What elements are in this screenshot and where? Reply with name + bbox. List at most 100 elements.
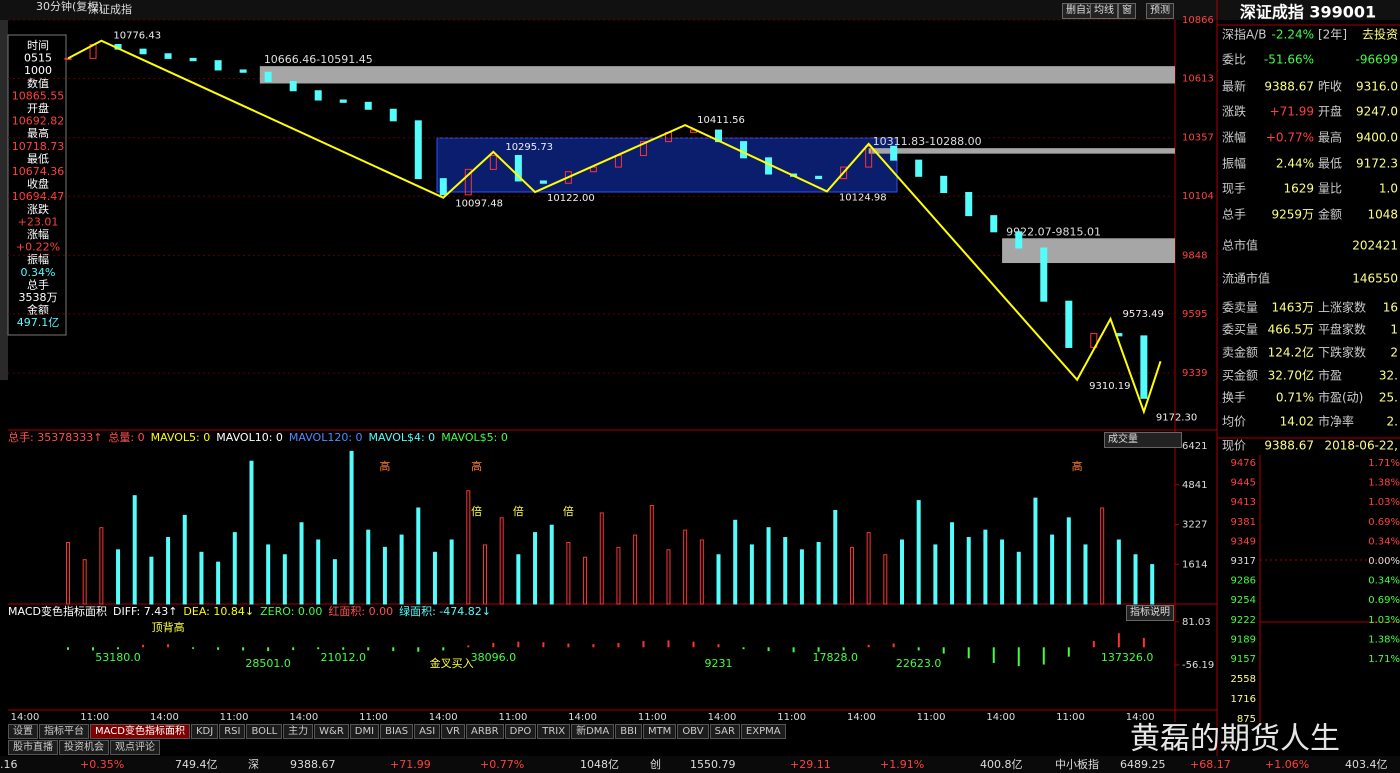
volume-bar <box>116 549 121 605</box>
tab[interactable]: BBI <box>615 724 642 739</box>
y-tick-label: 81.03 <box>1182 617 1211 628</box>
tab[interactable]: MTM <box>642 724 677 739</box>
quote-cell: 总手 <box>1222 208 1246 222</box>
quote-cell: +0.77% <box>1266 131 1314 145</box>
band-label: 10311.83-10288.00 <box>873 135 982 148</box>
index-name: 深证成指 <box>88 2 132 16</box>
tab[interactable]: MACD变色指标面积 <box>90 724 190 739</box>
indicator-select[interactable]: 成交量 <box>1104 432 1182 448</box>
tab[interactable]: TRIX <box>537 724 571 739</box>
volume-bar <box>1083 544 1088 605</box>
help-button[interactable]: 指标说明 <box>1126 605 1174 621</box>
candle <box>1040 247 1048 302</box>
macd-bar <box>792 647 795 653</box>
x-tick-label: 14:00 <box>429 712 458 723</box>
toolbar-button[interactable]: 预测 <box>1146 3 1174 19</box>
pivot-label: 10124.98 <box>839 192 887 203</box>
tab[interactable]: VR <box>441 724 466 739</box>
macd-bar <box>592 644 595 648</box>
pivot-label: 9172.30 <box>1156 413 1197 424</box>
tab[interactable]: 主力 <box>283 724 314 739</box>
mini-price: 9254 <box>1231 595 1256 606</box>
volume-bar <box>216 561 221 605</box>
y-tick-label: 9595 <box>1182 309 1207 320</box>
macd-bar <box>1092 641 1095 648</box>
status-item: 9388.67 <box>290 758 336 771</box>
volume-bar <box>766 527 771 605</box>
tab[interactable]: DPO <box>504 724 537 739</box>
info-line: 时间 <box>27 39 49 52</box>
quote-cell: 2. <box>1387 415 1398 429</box>
volume-bar <box>149 556 154 605</box>
info-line: 最高 <box>27 126 49 140</box>
status-item: +71.99 <box>390 758 431 771</box>
tab[interactable]: OBV <box>677 724 709 739</box>
tab[interactable]: DMI <box>349 724 380 739</box>
mini-pct: 1.38% <box>1368 478 1400 489</box>
tab[interactable]: 设置 <box>8 724 38 739</box>
x-tick-label: 14:00 <box>150 712 179 723</box>
volume-bar <box>1050 534 1055 605</box>
mini-pct: 1.71% <box>1368 654 1400 665</box>
tab[interactable]: 投资机会 <box>59 740 109 755</box>
quote-cell: 下跌家数 <box>1318 345 1366 360</box>
tab[interactable]: BOLL <box>246 724 283 739</box>
tab[interactable]: SAR <box>709 724 740 739</box>
x-tick-label: 14:00 <box>568 712 597 723</box>
toolbar-button[interactable]: 均线 <box>1090 3 1118 19</box>
info-line: 数值 <box>27 77 49 90</box>
volume-bar <box>66 541 70 605</box>
quote-cell: -96699 <box>1355 53 1398 67</box>
volume-bar <box>533 532 538 605</box>
volume-bar <box>132 495 137 605</box>
quote-cell: 金额 <box>1318 207 1342 222</box>
macd-bar <box>167 644 170 648</box>
tab[interactable]: 新DMA <box>571 724 615 739</box>
quote-cell: 1048 <box>1367 208 1398 222</box>
mini-pct: 0.00% <box>1368 556 1400 567</box>
candle <box>840 166 848 180</box>
macd-bar <box>892 643 895 648</box>
quote-cell: 换手 <box>1222 391 1246 405</box>
mini-price: 9157 <box>1231 654 1256 665</box>
tab[interactable]: 股市直播 <box>8 740 58 755</box>
quote-cell: 市盈(动) <box>1318 390 1363 405</box>
quote-cell: 买金额 <box>1222 368 1258 383</box>
volume-bar <box>916 500 921 605</box>
candle <box>940 175 948 194</box>
tab[interactable]: EXPMA <box>740 724 786 739</box>
tab[interactable]: KDJ <box>190 724 219 739</box>
status-item: 1550.79 <box>690 758 736 771</box>
resistance-band <box>1002 238 1175 264</box>
status-item: 深 <box>248 758 259 771</box>
band-label: 9922.07-9815.01 <box>1006 225 1101 238</box>
legend-item: MAVOL120: 0 <box>288 431 363 444</box>
tab[interactable]: BIAS <box>380 724 414 739</box>
candle <box>740 141 748 159</box>
tab[interactable]: W&R <box>314 724 349 739</box>
quote-cell: 1463万 <box>1271 301 1314 315</box>
tab[interactable]: 指标平台 <box>39 724 89 739</box>
quote-cell: 委卖量 <box>1222 301 1258 315</box>
tab[interactable]: ASI <box>414 724 441 739</box>
mini-price: 9476 <box>1231 458 1256 469</box>
tab[interactable]: ARBR <box>466 724 504 739</box>
status-item: +1.91% <box>880 758 924 771</box>
volume-bar <box>249 460 254 605</box>
volume-bar <box>349 450 354 605</box>
macd-bar <box>842 647 845 651</box>
x-tick-label: 11:00 <box>638 712 667 723</box>
toolbar-button[interactable]: 窗 <box>1118 3 1136 19</box>
tab[interactable]: RSI <box>219 724 246 739</box>
volume-bar <box>783 537 788 605</box>
mini-pct: 1.71% <box>1368 458 1400 469</box>
tab[interactable]: 观点评论 <box>110 740 160 755</box>
volume-bar <box>466 490 471 605</box>
candle <box>389 108 397 122</box>
quote-cell: [2年] <box>1318 28 1347 42</box>
status-item: 400.8亿 <box>980 758 1023 771</box>
mini-price: 9413 <box>1231 497 1256 508</box>
info-line: 涨幅 <box>27 228 49 241</box>
mini-volume: 1716 <box>1231 694 1256 705</box>
quote-cell: 9400.0 <box>1356 131 1398 145</box>
